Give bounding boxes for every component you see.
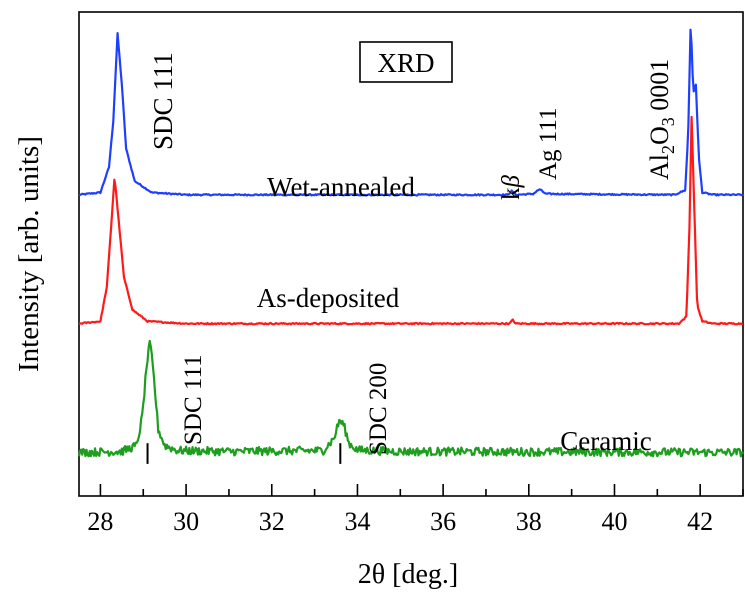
annotation-ag111: Ag 111 xyxy=(535,108,562,180)
annotation-kbeta: kβ xyxy=(498,175,525,201)
reference-marks xyxy=(146,443,342,464)
series-label-wet-annealed: Wet-annealed xyxy=(267,172,415,202)
x-tick-label-34: 34 xyxy=(344,507,370,536)
plot-area xyxy=(77,11,744,497)
chart-title: XRD xyxy=(377,48,434,78)
annotation-sdc111-ceramic: SDC 111 xyxy=(180,354,207,445)
title-box xyxy=(359,41,453,83)
annotation-al2o3-0001: Al2O3 0001 xyxy=(645,59,678,180)
series-line-as-deposited xyxy=(78,115,744,326)
series-line-ceramic xyxy=(77,339,744,458)
x-tick-label-36: 36 xyxy=(430,507,456,536)
y-axis-label: Intensity [arb. units] xyxy=(13,136,45,372)
x-tick-label-32: 32 xyxy=(259,507,285,536)
x-axis-ticks: 28 30 32 34 36 38 40 42 xyxy=(87,484,744,536)
x-tick-label-28: 28 xyxy=(87,507,113,536)
series-label-as-deposited: As-deposited xyxy=(257,283,400,313)
x-tick-label-40: 40 xyxy=(601,507,627,536)
x-tick-label-38: 38 xyxy=(516,507,542,536)
x-tick-label-30: 30 xyxy=(173,507,199,536)
x-axis-label: 2θ [deg.] xyxy=(358,559,459,590)
series-label-ceramic: Ceramic xyxy=(560,426,651,456)
x-tick-label-42: 42 xyxy=(687,507,713,536)
plot-frame xyxy=(78,11,744,497)
annotation-sdc200-ceramic: SDC 200 xyxy=(365,363,392,455)
annotation-sdc111-top: SDC 111 xyxy=(148,52,178,150)
series-line-wet-annealed xyxy=(78,28,744,197)
series-curves xyxy=(77,28,744,458)
